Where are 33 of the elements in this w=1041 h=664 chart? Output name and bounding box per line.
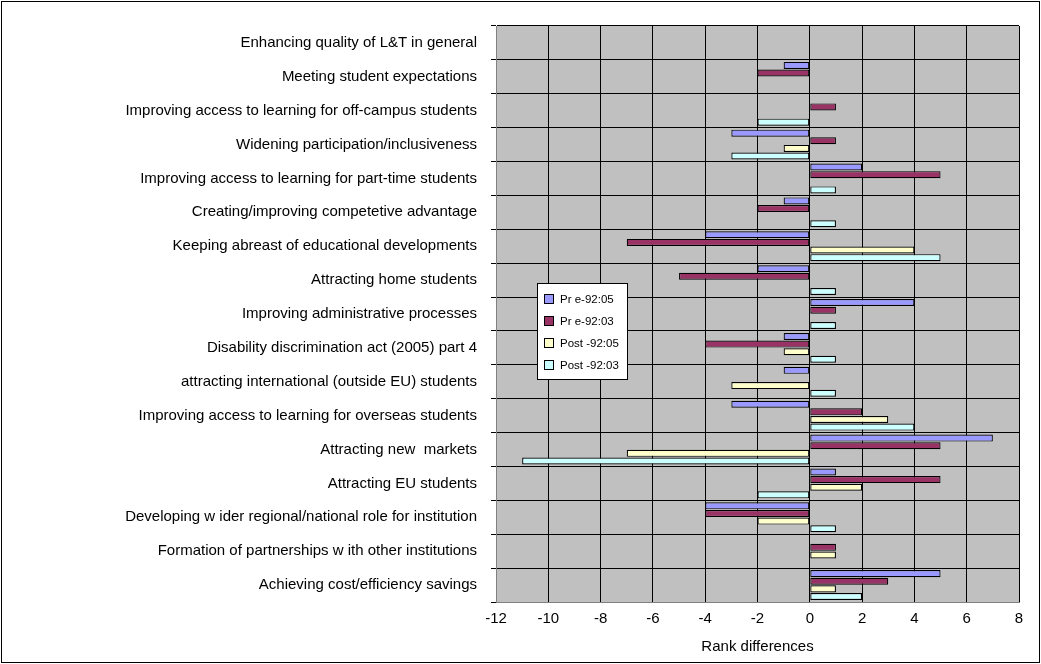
legend-label: Pr e-92:05 [560,293,614,305]
x-tick-label: -12 [485,609,507,627]
y-tick-label: Improving access to learning for off-campus students [125,100,477,118]
y-tick-label: Improving access to learning for overseas students [138,405,477,423]
x-tick-label: 2 [857,609,867,627]
legend-label: Post -92:03 [560,359,619,371]
legend-label: Pr e-92:03 [560,315,614,327]
x-tick-label: 0 [805,609,814,627]
x-tick-label: -8 [593,609,608,627]
legend-label: Post -92:05 [560,337,619,349]
y-tick-label: Attracting new markets [320,439,477,457]
x-tick-label: 6 [962,609,971,627]
y-tick-label: Widening participation/inclusiveness [236,134,477,152]
y-tick-label: Attracting home students [311,270,477,288]
x-tick-label: -2 [750,609,765,627]
x-tick-label: -10 [537,609,560,627]
y-tick-label: Keeping abreast of educational developments [172,236,477,254]
y-tick-label: Enhancing quality of L&T in general [240,33,477,51]
y-tick-label: Disability discrimination act (2005) part 4 [206,338,477,356]
x-tick-label: 8 [1014,609,1024,627]
x-tick-label: -6 [646,609,660,627]
x-tick-label: 4 [910,609,919,627]
y-tick-label: Developing w ider regional/national role for institution [125,507,477,525]
y-tick-label: Improving administrative processes [241,304,477,322]
x-axis-title: Rank differences [701,637,814,655]
y-tick-label: Creating/improving competetive advantage [191,202,477,220]
y-tick-label: attracting international (outside EU) students [181,371,477,389]
y-tick-label: Improving access to learning for part-time students [140,168,477,186]
x-tick-label: -4 [698,609,712,627]
y-tick-label: Achieving cost/efficiency savings [258,575,477,593]
y-tick-label: Formation of partnerships w ith other institutions [157,541,477,559]
y-tick-label: Meeting student expectations [281,66,477,84]
y-tick-label: Attracting EU students [327,473,477,491]
